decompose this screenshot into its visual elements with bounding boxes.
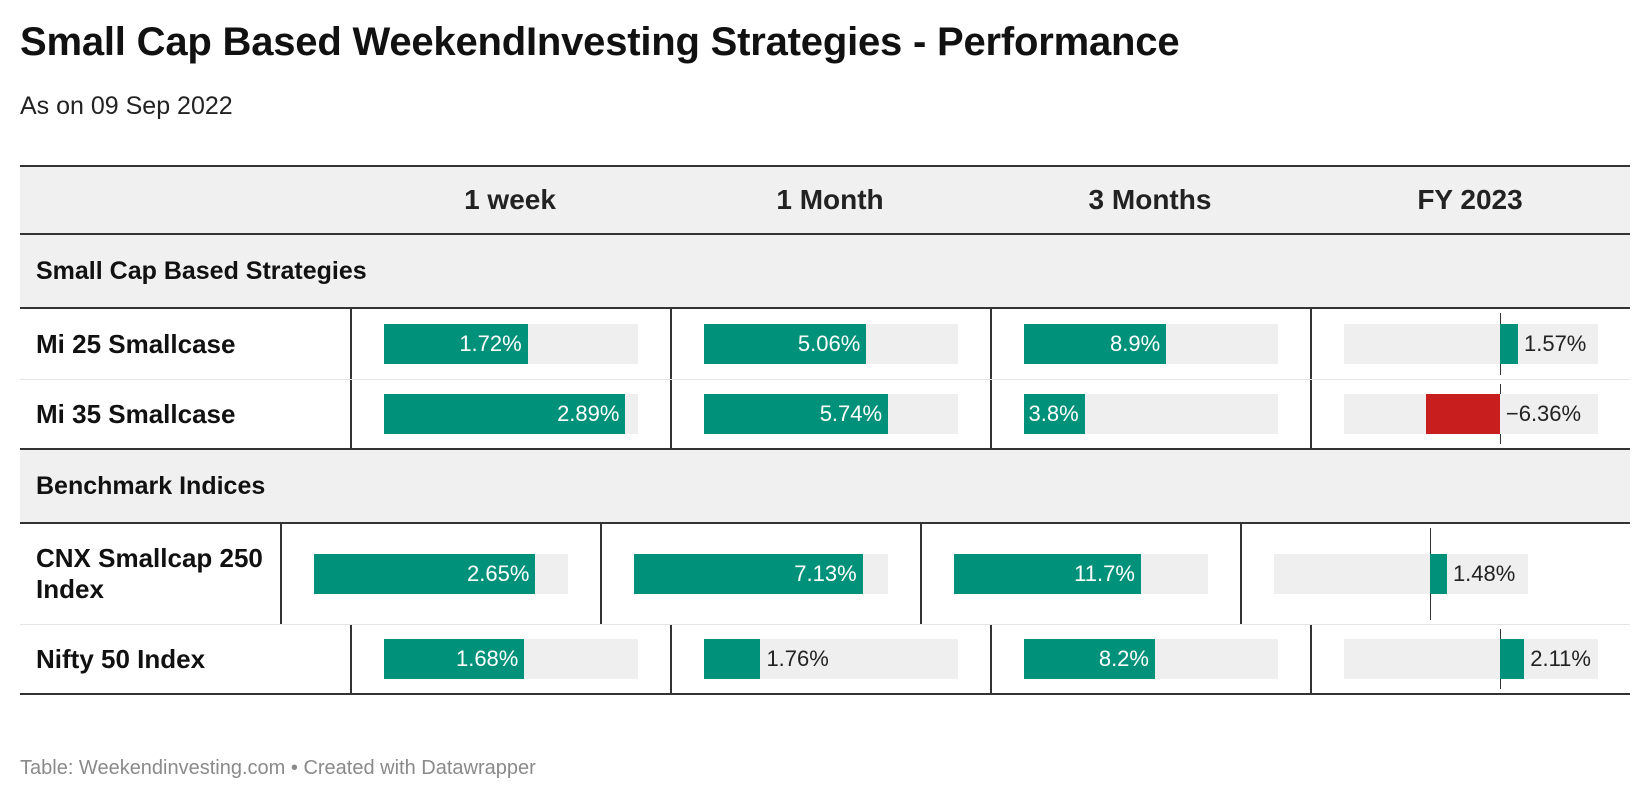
- bar: [954, 554, 1141, 594]
- bar: [1429, 554, 1447, 594]
- value-cell: 2.11%: [1310, 625, 1630, 693]
- bar: [384, 639, 525, 679]
- value-cell: 2.89%: [350, 380, 670, 448]
- data-label: 2.65%: [467, 561, 530, 586]
- header-cell-1-month: 1 Month: [776, 184, 884, 215]
- row-name: Nifty 50 Index: [36, 643, 206, 674]
- chart-footer: Table: Weekendinvesting.com • Created wi…: [20, 757, 536, 779]
- bar-track: 1.76%: [704, 639, 958, 679]
- bar-track: 2.89%: [384, 394, 638, 434]
- row-name: Mi 25 Smallcase: [36, 328, 236, 359]
- group-label: Benchmark Indices: [36, 471, 266, 500]
- value-cell: 8.9%: [990, 309, 1310, 379]
- row-name: Mi 35 Smallcase: [36, 398, 236, 429]
- data-label: 1.76%: [766, 646, 829, 671]
- bar: [384, 394, 626, 434]
- value-cell: 5.06%: [670, 309, 990, 379]
- bar: [384, 324, 528, 364]
- data-label: 8.2%: [1098, 646, 1149, 671]
- chart-title: Small Cap Based WeekendInvesting Strateg…: [20, 20, 1180, 64]
- bar-track: −6.36%: [1344, 394, 1598, 434]
- bar-track: 3.8%: [1024, 394, 1278, 434]
- bar: [704, 394, 889, 434]
- group-label: Small Cap Based Strategies: [36, 256, 367, 285]
- data-label: 5.06%: [797, 331, 861, 356]
- bar-track: 8.2%: [1024, 639, 1278, 679]
- data-label: 2.11%: [1530, 646, 1591, 671]
- table-header-row: 1 week 1 Month 3 Months FY 2023: [20, 165, 1630, 235]
- value-cell: 5.74%: [670, 380, 990, 448]
- bar-track: 7.13%: [634, 554, 888, 594]
- bar-track: 2.11%: [1344, 639, 1598, 679]
- bar: [1426, 394, 1500, 434]
- value-cell: 1.72%: [350, 309, 670, 379]
- value-cell: −6.36%: [1310, 380, 1630, 448]
- row-name: CNX Smallcap 250 Index: [36, 543, 263, 604]
- bar: [1024, 394, 1085, 434]
- bar: [634, 554, 863, 594]
- value-cell: 1.68%: [350, 625, 670, 693]
- bar-track: 1.48%: [1274, 554, 1528, 594]
- bar-track: 1.68%: [384, 639, 638, 679]
- bar-track: 5.06%: [704, 324, 958, 364]
- bar-track: 5.74%: [704, 394, 958, 434]
- bar: [1499, 324, 1518, 364]
- data-label: 1.48%: [1452, 561, 1516, 586]
- bar: [704, 324, 867, 364]
- bar: [1499, 639, 1525, 679]
- value-cell: 1.48%: [1240, 524, 1560, 624]
- header-cell-name: [20, 167, 350, 233]
- data-label: −6.36%: [1505, 401, 1582, 426]
- data-label: 7.13%: [794, 561, 857, 586]
- data-label: 1.68%: [455, 646, 519, 671]
- bar-track: 2.65%: [314, 554, 568, 594]
- group-row: Benchmark Indices: [20, 450, 1630, 524]
- bar-track: 8.9%: [1024, 324, 1278, 364]
- value-cell: 2.65%: [280, 524, 600, 624]
- performance-table: 1 week 1 Month 3 Months FY 2023 Small Ca…: [20, 165, 1630, 695]
- data-label: 8.9%: [1110, 331, 1161, 356]
- bar-track: 1.72%: [384, 324, 638, 364]
- chart-subtitle: As on 09 Sep 2022: [20, 92, 233, 120]
- data-label: 5.74%: [819, 401, 883, 426]
- bar: [1024, 324, 1167, 364]
- value-cell: 1.76%: [670, 625, 990, 693]
- value-cell: 8.2%: [990, 625, 1310, 693]
- table-row: Mi 35 Smallcase 2.89% 5.74% 3.8% −6.36%: [20, 380, 1630, 450]
- table-row: CNX Smallcap 250 Index 2.65% 7.13% 11.7% 1.4…: [20, 524, 1630, 625]
- value-cell: 7.13%: [600, 524, 920, 624]
- data-label: 2.89%: [557, 401, 620, 426]
- bar: [704, 639, 761, 679]
- bar-track: 1.57%: [1344, 324, 1598, 364]
- value-cell: 3.8%: [990, 380, 1310, 448]
- bar: [1024, 639, 1155, 679]
- group-row: Small Cap Based Strategies: [20, 235, 1630, 309]
- data-label: 11.7%: [1074, 561, 1135, 586]
- value-cell: 11.7%: [920, 524, 1240, 624]
- header-cell-3-months: 3 Months: [1088, 184, 1212, 215]
- bar: [314, 554, 536, 594]
- table-row: Nifty 50 Index 1.68% 1.76% 8.2% 2.11%: [20, 625, 1630, 695]
- header-cell-fy-2023: FY 2023: [1417, 184, 1523, 215]
- table-row: Mi 25 Smallcase 1.72% 5.06% 8.9% 1.57%: [20, 309, 1630, 380]
- bar-track: 11.7%: [954, 554, 1208, 594]
- data-label: 3.8%: [1028, 401, 1079, 426]
- header-cell-1-week: 1 week: [464, 184, 556, 215]
- value-cell: 1.57%: [1310, 309, 1630, 379]
- data-label: 1.57%: [1523, 331, 1587, 356]
- data-label: 1.72%: [459, 331, 522, 356]
